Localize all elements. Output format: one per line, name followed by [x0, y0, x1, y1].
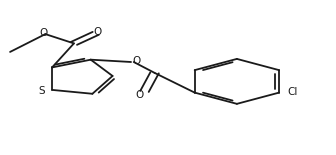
Text: O: O: [40, 28, 48, 38]
Text: S: S: [39, 86, 45, 96]
Text: O: O: [132, 56, 140, 66]
Text: O: O: [93, 27, 101, 37]
Text: O: O: [135, 90, 143, 100]
Text: Cl: Cl: [288, 87, 298, 97]
